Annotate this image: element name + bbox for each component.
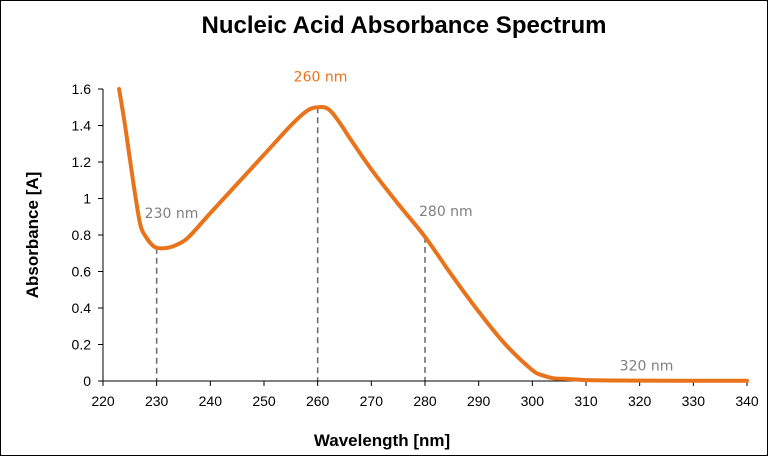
y-tick-label: 1 [83, 191, 91, 207]
x-tick-label: 280 [413, 393, 437, 409]
y-tick-label: 0.4 [72, 300, 92, 316]
x-tick-label: 330 [682, 393, 706, 409]
y-tick-label: 1.4 [72, 118, 92, 134]
axes: 220 230 240 250 260 270 280 290 300 310 320 330 340 0… [72, 81, 759, 409]
y-tick-label: 0.8 [72, 227, 92, 243]
x-tick-label: 220 [91, 393, 115, 409]
x-tick-label: 240 [199, 393, 223, 409]
x-tick-label: 320 [628, 393, 652, 409]
y-tick-label: 1.6 [72, 81, 92, 97]
series-layer [117, 87, 749, 383]
x-tick-label: 310 [574, 393, 598, 409]
y-tick-label: 1.2 [72, 154, 92, 170]
x-tick-label: 290 [467, 393, 491, 409]
x-tick-label: 230 [145, 393, 169, 409]
annotation-label: 230 nm [145, 206, 199, 222]
x-tick-label: 340 [735, 393, 759, 409]
x-tick-label: 270 [360, 393, 384, 409]
x-axis-title: Wavelength [nm] [314, 431, 450, 450]
annotation-label: 260 nm [294, 69, 348, 85]
y-axis-title: Absorbance [A] [23, 172, 42, 299]
annotation-label: 320 nm [620, 359, 674, 375]
chart-title: Nucleic Acid Absorbance Spectrum [202, 12, 607, 39]
annotation-label: 280 nm [419, 204, 473, 220]
y-tick-label: 0.6 [72, 264, 92, 280]
y-tick-label: 0 [83, 373, 91, 389]
x-tick-label: 260 [306, 393, 330, 409]
x-tick-label: 250 [252, 393, 276, 409]
drop-lines [155, 107, 426, 381]
absorbance-series-line [117, 87, 749, 383]
y-tick-label: 0.2 [72, 337, 92, 353]
annotations: 230 nm 260 nm 280 nm 320 nm [145, 69, 674, 374]
x-tick-label: 300 [521, 393, 545, 409]
